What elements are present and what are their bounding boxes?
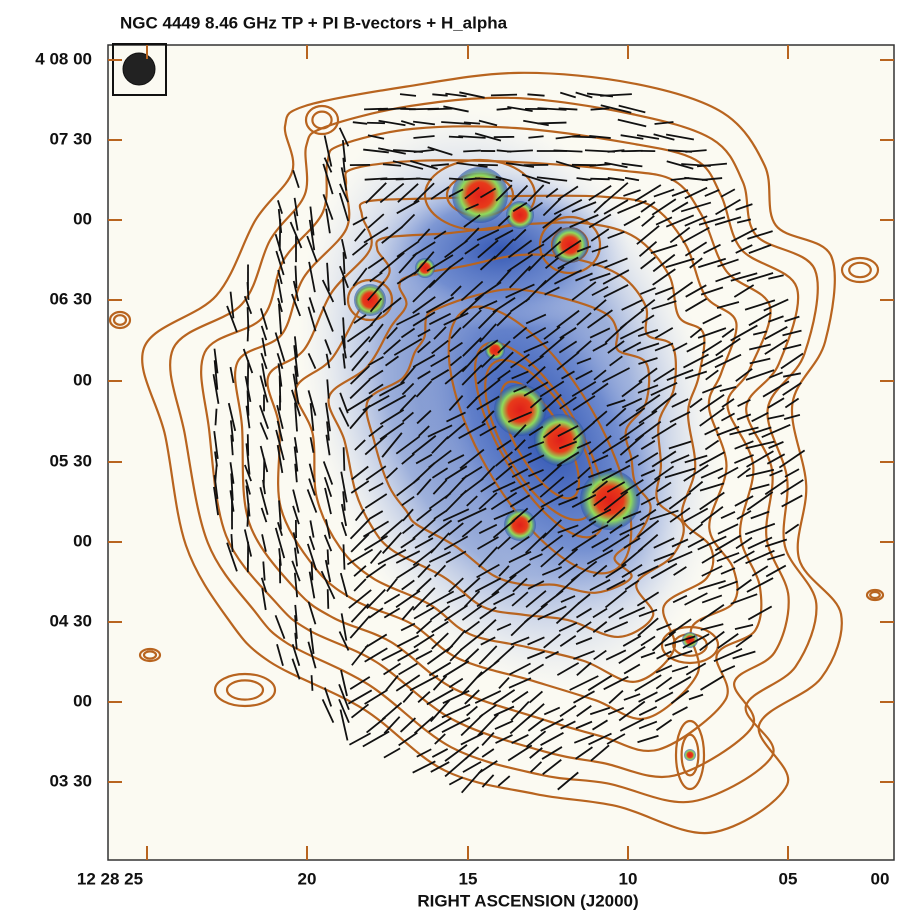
b-vector (464, 122, 480, 123)
b-vector (248, 325, 249, 342)
x-tick-label: 00 (871, 869, 890, 888)
b-vector (344, 447, 345, 470)
y-tick-label: 00 (73, 531, 92, 550)
x-tick-label: 10 (619, 869, 638, 888)
b-vector (247, 282, 248, 300)
halpha-knot (534, 414, 586, 466)
x-tick-label: 05 (779, 869, 798, 888)
halpha-knot (684, 749, 696, 761)
b-vector (590, 179, 609, 180)
b-vector (215, 409, 216, 426)
x-tick-label: 20 (298, 869, 317, 888)
b-vector (463, 150, 481, 151)
y-tick-label: 06 30 (49, 289, 92, 308)
y-tick-label: 07 30 (49, 129, 92, 148)
b-vector (554, 150, 583, 151)
y-tick-label: 4 08 00 (35, 49, 92, 68)
x-tick-label: 15 (459, 869, 478, 888)
halpha-knot (506, 201, 534, 229)
b-vector (343, 544, 344, 569)
b-vector (328, 589, 329, 609)
halpha-knot (452, 167, 508, 223)
title: NGC 4449 8.46 GHz TP + PI B-vectors + H_… (120, 13, 508, 32)
b-vector (428, 109, 453, 110)
y-tick-label: 05 30 (49, 451, 92, 470)
b-vector (231, 534, 232, 552)
b-vector (328, 549, 329, 564)
y-tick-label: 00 (73, 370, 92, 389)
b-vector (312, 562, 313, 581)
b-vector (312, 675, 313, 691)
y-tick-label: 03 30 (49, 771, 92, 790)
beam (123, 53, 155, 85)
b-vector (491, 95, 517, 96)
b-vector (559, 108, 578, 109)
y-tick-label: 04 30 (49, 611, 92, 630)
x-tick-label: 12 28 25 (77, 869, 143, 888)
b-vector (449, 179, 463, 180)
b-vector (295, 266, 296, 289)
y-tick-label: 00 (73, 691, 92, 710)
b-vector (343, 252, 344, 274)
b-vector (538, 123, 567, 124)
y-tick-label: 00 (73, 209, 92, 228)
x-axis-label: RIGHT ASCENSION (J2000) (417, 891, 638, 910)
b-vector (247, 503, 248, 526)
